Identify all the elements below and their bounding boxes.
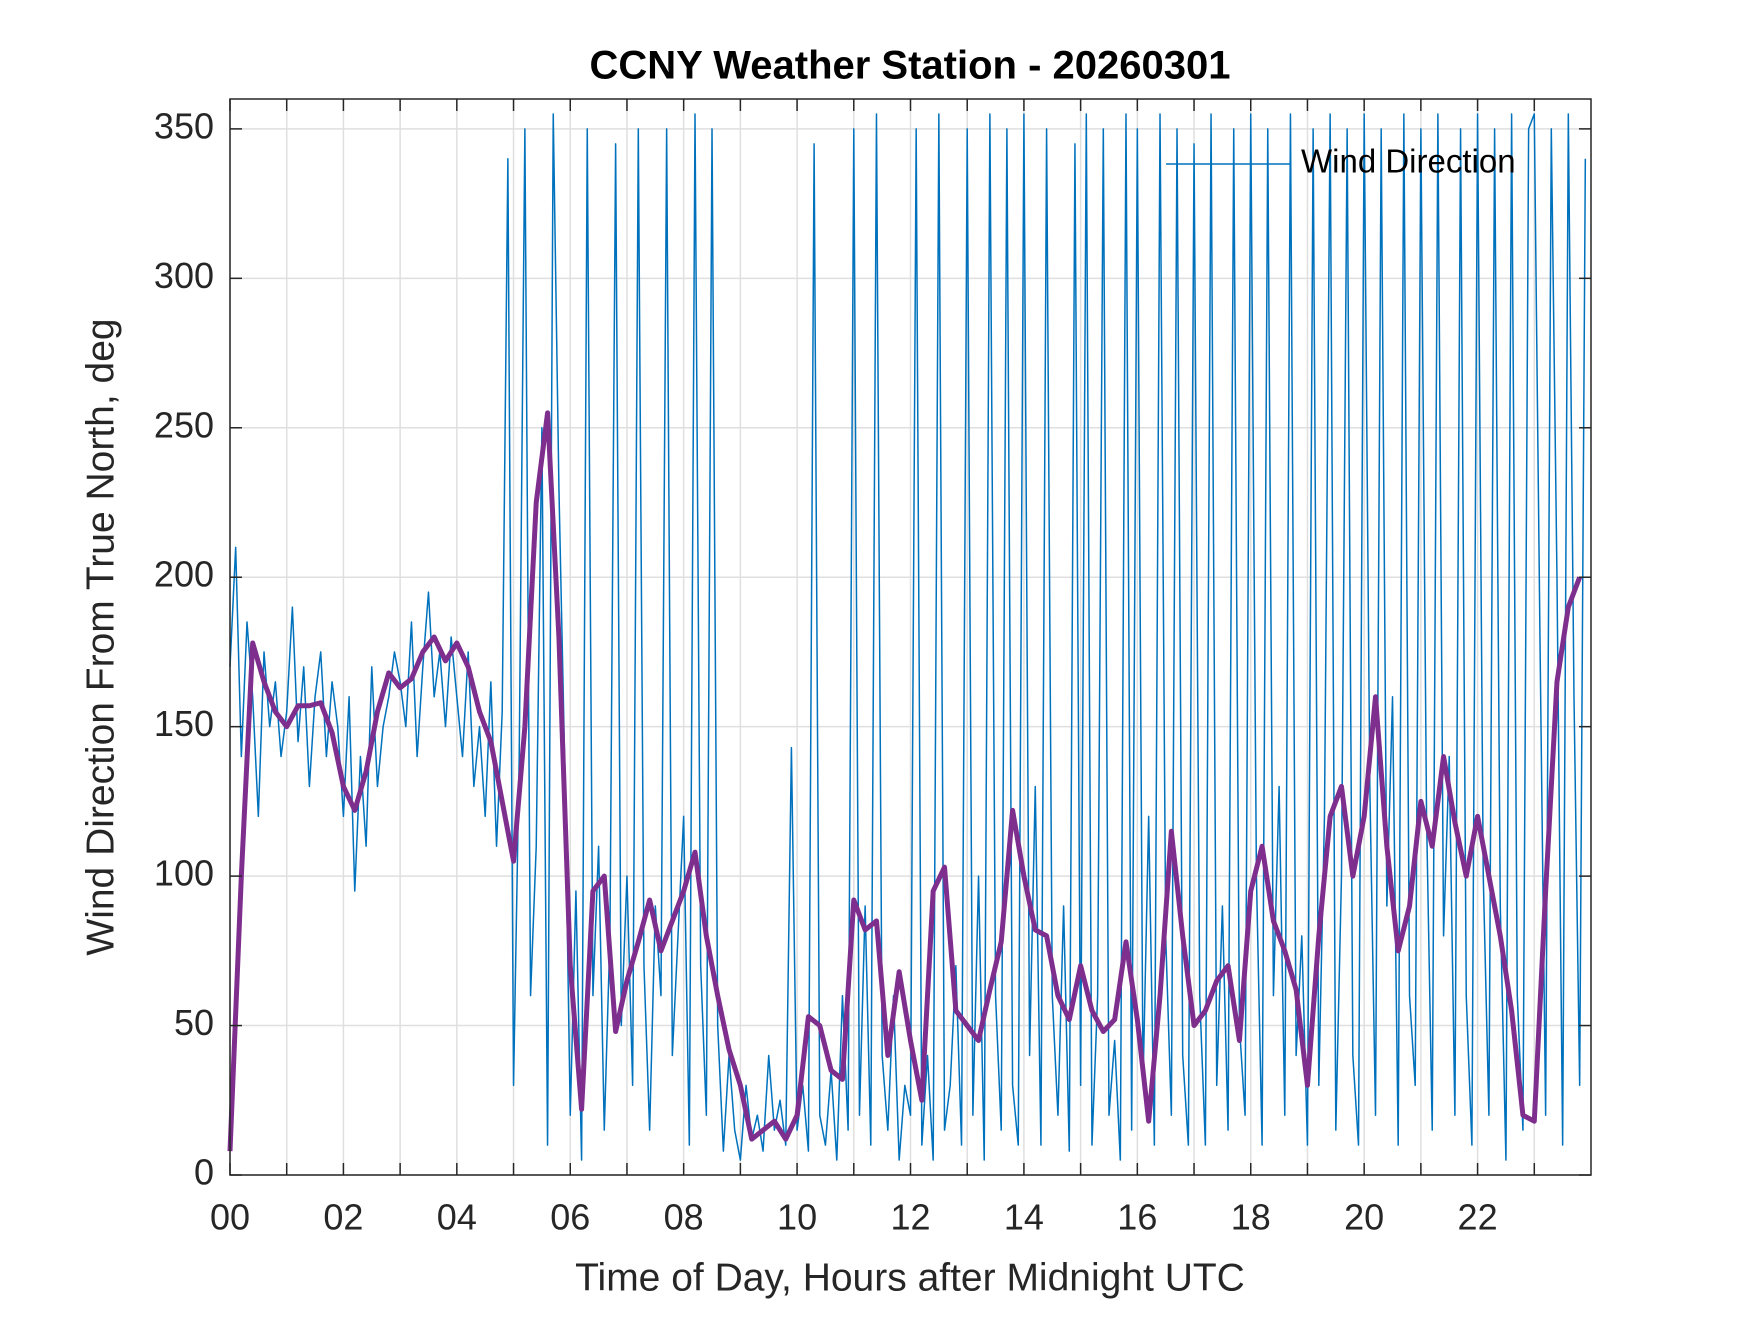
x-tick-label: 16 (1117, 1197, 1157, 1238)
x-tick-label: 04 (437, 1197, 477, 1238)
chart-title: CCNY Weather Station - 20260301 (590, 44, 1231, 88)
x-tick-label: 14 (1004, 1197, 1044, 1238)
x-tick-label: 12 (890, 1197, 930, 1238)
legend-label: Wind Direction (1301, 143, 1516, 180)
y-tick-label: 0 (194, 1152, 214, 1193)
x-tick-label: 08 (664, 1197, 704, 1238)
y-tick-label: 50 (174, 1002, 214, 1043)
x-tick-label: 02 (323, 1197, 363, 1238)
data-line (229, 113, 1587, 1161)
y-axis-label: Wind Direction From True North, deg (79, 318, 122, 955)
data-line (227, 410, 1582, 1152)
x-tick-label: 06 (550, 1197, 590, 1238)
x-tick-label: 00 (210, 1197, 250, 1238)
y-tick-label: 300 (154, 255, 214, 296)
x-tick-label: 20 (1344, 1197, 1384, 1238)
x-tick-label: 10 (777, 1197, 817, 1238)
x-tick-label: 18 (1231, 1197, 1271, 1238)
y-tick-label: 150 (154, 703, 214, 744)
y-tick-label: 100 (154, 853, 214, 894)
y-tick-label: 350 (154, 105, 214, 146)
y-tick-label: 200 (154, 554, 214, 595)
x-tick-label: 22 (1458, 1197, 1498, 1238)
x-axis-label: Time of Day, Hours after Midnight UTC (575, 1256, 1245, 1299)
y-tick-label: 250 (154, 404, 214, 445)
